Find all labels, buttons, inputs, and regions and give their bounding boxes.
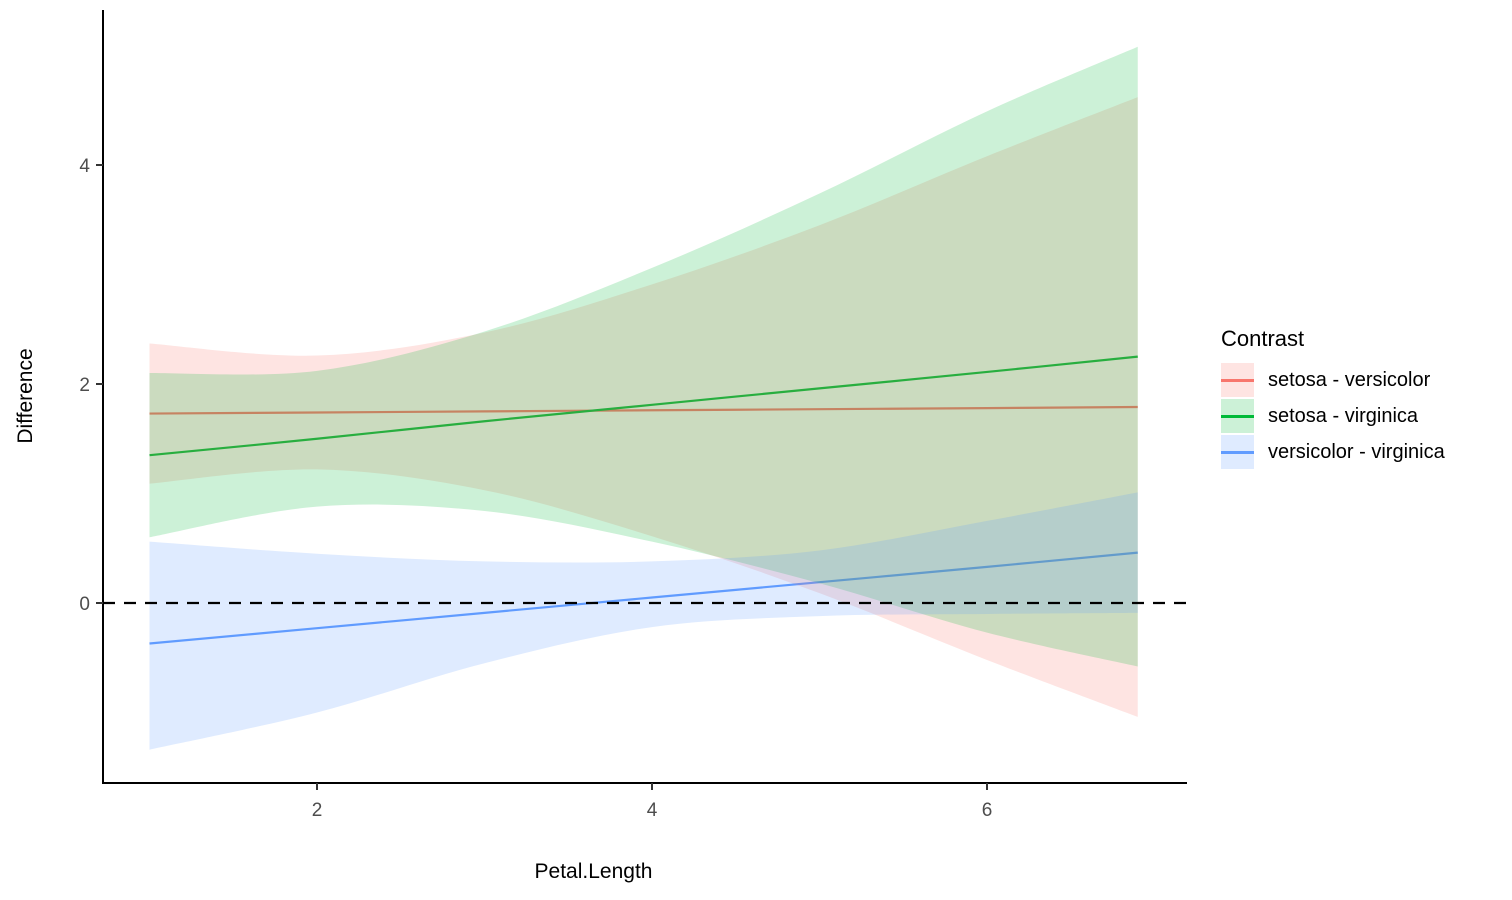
legend-key-line xyxy=(1221,378,1254,382)
x-axis-title: Petal.Length xyxy=(534,860,653,883)
line-versicolor-virginica xyxy=(149,551,1138,645)
legend-item-setosa-versicolor: setosa - versicolor xyxy=(1221,362,1506,398)
y-axis-title: Difference xyxy=(14,348,37,444)
x-tick-label: 6 xyxy=(982,800,993,821)
legend-key-line xyxy=(1221,414,1254,418)
ribbon-setosa-versicolor xyxy=(149,97,1138,717)
ribbon-setosa-virginica xyxy=(149,46,1138,667)
ribbon-versicolor-virginica xyxy=(149,492,1138,750)
x-tick-label: 4 xyxy=(647,800,658,821)
legend-key-line xyxy=(1221,450,1254,454)
legend-key-swatch xyxy=(1221,399,1254,433)
line-setosa-virginica xyxy=(149,355,1138,457)
legend-label: versicolor - virginica xyxy=(1268,440,1445,463)
legend-label: setosa - virginica xyxy=(1268,404,1419,427)
legend: Contrast setosa - versicolor setosa - vir… xyxy=(1221,326,1506,470)
legend-item-versicolor-virginica: versicolor - virginica xyxy=(1221,434,1506,470)
legend-title: Contrast xyxy=(1221,326,1305,351)
y-tick-label: 0 xyxy=(79,594,90,615)
legend-item-setosa-virginica: setosa - virginica xyxy=(1221,398,1506,434)
y-tick-label: 4 xyxy=(79,156,90,177)
legend-label: setosa - versicolor xyxy=(1268,368,1431,391)
legend-key-swatch xyxy=(1221,435,1254,469)
line-setosa-versicolor xyxy=(149,405,1138,415)
x-tick-label: 2 xyxy=(312,800,323,821)
y-tick-label: 2 xyxy=(79,375,90,396)
legend-items: setosa - versicolor setosa - virginica ver… xyxy=(1221,362,1506,470)
legend-key-swatch xyxy=(1221,363,1254,397)
